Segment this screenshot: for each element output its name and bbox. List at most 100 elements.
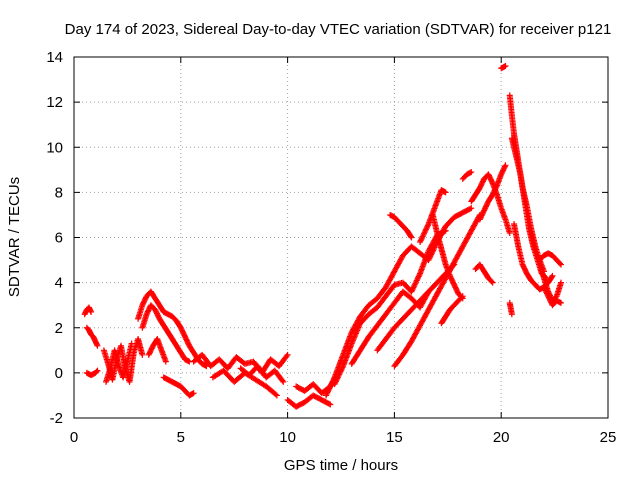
data-point: [459, 293, 466, 300]
data-point: [332, 379, 339, 386]
data-point: [508, 311, 515, 318]
data-point: [417, 239, 424, 246]
data-point: [422, 226, 429, 233]
series-arc-35: [540, 284, 565, 309]
data-point: [139, 351, 146, 358]
data-point: [489, 279, 496, 286]
series-arc-34: [536, 250, 565, 268]
chart-title: Day 174 of 2023, Sidereal Day-to-day VTE…: [65, 21, 612, 38]
y-tick-label: 14: [46, 49, 63, 66]
x-tick-label: 10: [279, 429, 296, 446]
y-tick-labels: -2 0 2 4 6 8 10 12 14: [46, 49, 63, 427]
series-arc-25: [472, 261, 496, 286]
data-point: [419, 233, 426, 240]
data-point: [417, 237, 424, 244]
data-point: [273, 392, 280, 399]
data-point: [93, 368, 100, 375]
data-point: [337, 368, 344, 375]
data-point: [468, 169, 475, 176]
data-points: [81, 63, 565, 410]
series-arc-23: [438, 293, 466, 327]
y-tick-label: 2: [55, 320, 63, 337]
y-tick-label: 8: [55, 184, 63, 201]
data-point: [420, 232, 427, 239]
data-point: [558, 299, 565, 306]
data-point: [336, 371, 343, 378]
series-arc-24: [459, 169, 475, 182]
data-point: [419, 234, 426, 241]
data-point: [408, 234, 415, 241]
data-point: [331, 381, 338, 388]
data-point: [327, 382, 334, 389]
data-point: [424, 223, 431, 230]
data-point: [338, 367, 345, 374]
data-point: [458, 294, 465, 301]
data-point: [323, 391, 330, 398]
series-arc-28: [498, 63, 509, 72]
x-tick-label: 15: [386, 429, 403, 446]
data-point: [327, 401, 334, 408]
series-arc-16: [331, 227, 449, 388]
data-point: [556, 260, 563, 267]
data-point: [430, 247, 437, 254]
data-point: [407, 233, 414, 240]
data-point: [411, 283, 418, 290]
data-point: [94, 342, 101, 349]
data-point: [424, 222, 431, 229]
series-arc-08: [145, 336, 169, 365]
data-point: [442, 189, 449, 196]
series-arc-31: [506, 299, 515, 318]
data-point: [416, 271, 423, 278]
x-tick-label: 20: [493, 429, 510, 446]
data-point: [339, 364, 346, 371]
data-point: [502, 162, 509, 169]
data-point: [489, 179, 496, 186]
data-point: [190, 390, 197, 397]
data-point: [408, 288, 415, 295]
series-arc-27: [476, 162, 509, 223]
data-point: [272, 391, 279, 398]
data-point: [88, 308, 95, 315]
data-point: [94, 367, 101, 374]
x-tick-label: 5: [177, 429, 185, 446]
data-point: [488, 278, 495, 285]
data-point: [558, 261, 565, 268]
data-point: [333, 376, 340, 383]
y-tick-label: 10: [46, 139, 63, 156]
y-tick-label: 12: [46, 94, 63, 111]
series-arc-13: [284, 392, 334, 410]
y-tick-label: 4: [55, 275, 63, 292]
y-tick-label: 0: [55, 365, 63, 382]
data-point: [326, 384, 333, 391]
data-point: [338, 365, 345, 372]
data-point: [423, 225, 430, 232]
data-point: [335, 372, 342, 379]
series-arc-19: [387, 211, 415, 241]
data-point: [334, 375, 341, 382]
x-tick-labels: 0 5 10 15 20 25: [70, 429, 617, 446]
y-tick-label: 6: [55, 230, 63, 247]
data-point: [558, 279, 565, 286]
data-point: [415, 274, 422, 281]
data-point: [549, 272, 556, 279]
data-point: [502, 63, 509, 70]
data-point: [336, 370, 343, 377]
series-arc-01: [81, 304, 95, 318]
data-point: [409, 285, 416, 292]
data-point: [421, 229, 428, 236]
data-point: [442, 227, 449, 234]
data-point: [413, 277, 420, 284]
data-point: [411, 281, 418, 288]
data-point: [409, 287, 416, 294]
y-axis-title: SDTVAR / TECUs: [6, 177, 23, 297]
x-tick-label: 25: [600, 429, 617, 446]
series-arc-15: [323, 205, 475, 399]
data-point: [548, 273, 555, 280]
data-point: [427, 252, 434, 259]
data-point: [441, 228, 448, 235]
data-point: [334, 374, 341, 381]
data-point: [506, 229, 513, 236]
data-point: [323, 392, 330, 399]
data-point: [467, 205, 474, 212]
